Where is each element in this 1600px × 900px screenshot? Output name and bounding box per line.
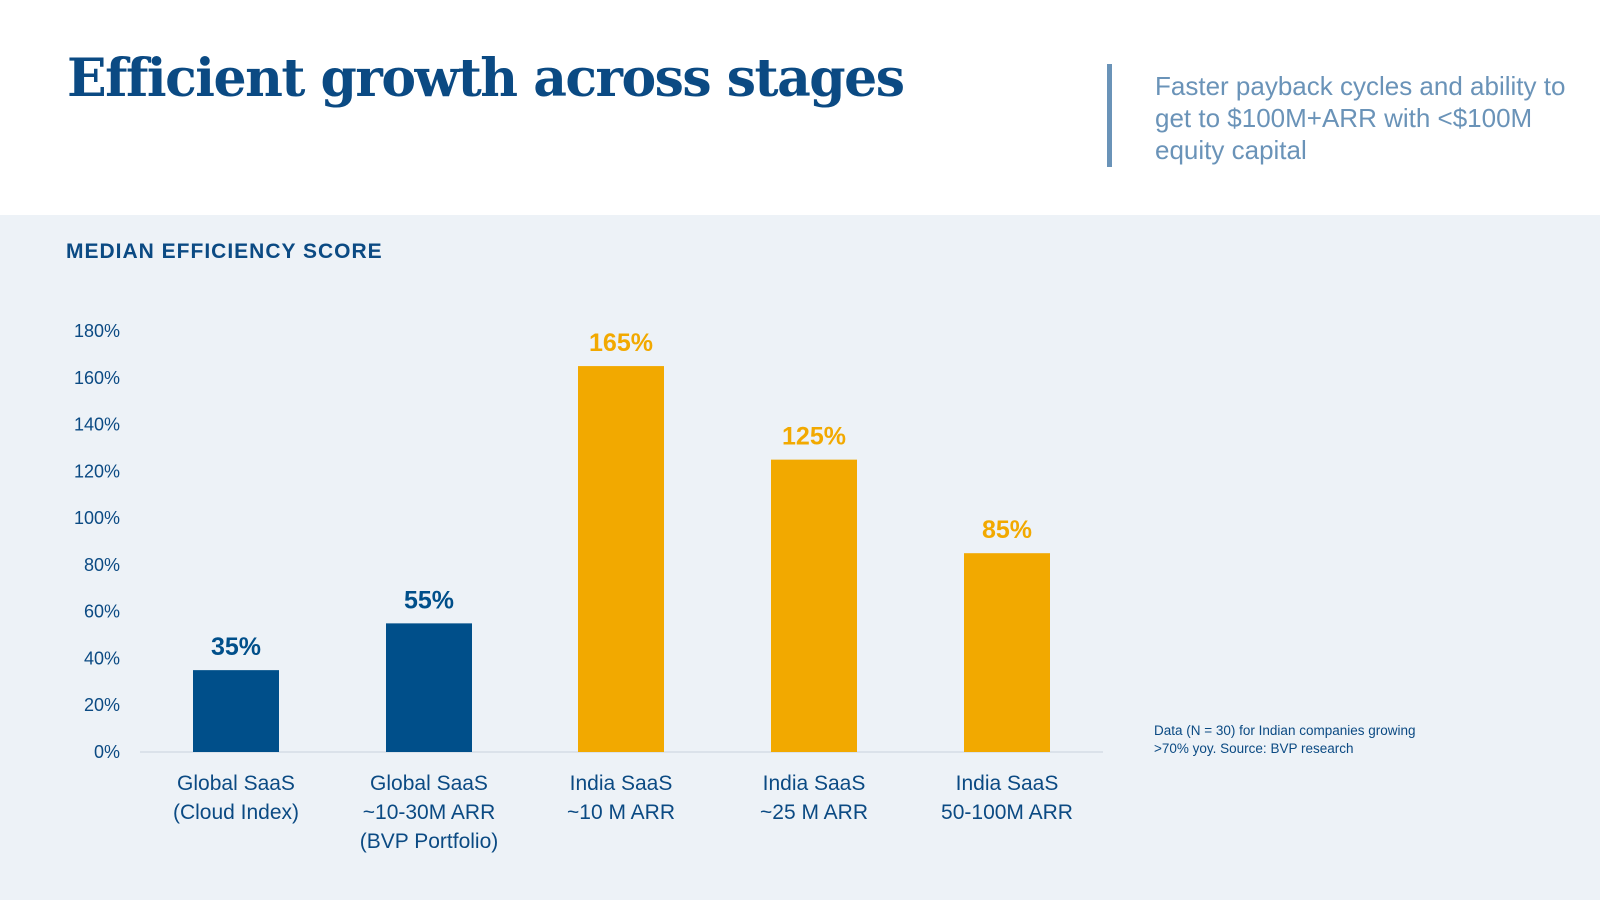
x-tick-label: ~10 M ARR: [567, 801, 675, 824]
y-tick-label: 0%: [94, 742, 120, 762]
data-label: 125%: [782, 423, 846, 451]
y-tick-label: 180%: [74, 321, 120, 341]
x-tick-label: ~25 M ARR: [760, 801, 868, 824]
x-tick-label: (BVP Portfolio): [360, 830, 499, 853]
x-tick-label: Global SaaS: [177, 772, 295, 795]
x-tick-label: ~10-30M ARR: [363, 801, 495, 824]
data-label: 55%: [404, 586, 454, 614]
bar: [578, 366, 664, 752]
data-label: 165%: [589, 329, 653, 357]
y-tick-label: 140%: [74, 415, 120, 435]
chart-title: MEDIAN EFFICIENCY SCORE: [66, 240, 383, 263]
divider: [1107, 64, 1112, 167]
y-tick-label: 100%: [74, 508, 120, 528]
x-tick-label: India SaaS: [570, 772, 673, 795]
y-tick-label: 40%: [84, 648, 120, 668]
y-tick-label: 120%: [74, 461, 120, 481]
page-title: Efficient growth across stages: [67, 48, 905, 109]
x-tick-label: 50-100M ARR: [941, 801, 1073, 824]
y-tick-label: 160%: [74, 368, 120, 388]
bar: [964, 553, 1050, 752]
x-tick-label: (Cloud Index): [173, 801, 299, 824]
data-label: 85%: [982, 516, 1032, 544]
y-tick-label: 20%: [84, 695, 120, 715]
y-tick-label: 80%: [84, 555, 120, 575]
x-tick-label: Global SaaS: [370, 772, 488, 795]
subtitle: Faster payback cycles and ability to get…: [1155, 71, 1566, 165]
y-tick-label: 60%: [84, 602, 120, 622]
data-label: 35%: [211, 633, 261, 661]
x-tick-label: India SaaS: [763, 772, 866, 795]
source-note: Data (N = 30) for Indian companies growi…: [1154, 723, 1416, 756]
bar: [386, 623, 472, 752]
x-tick-label: India SaaS: [956, 772, 1059, 795]
header: Efficient growth across stages Faster pa…: [0, 0, 1600, 215]
bar: [193, 670, 279, 752]
bar: [771, 459, 857, 752]
